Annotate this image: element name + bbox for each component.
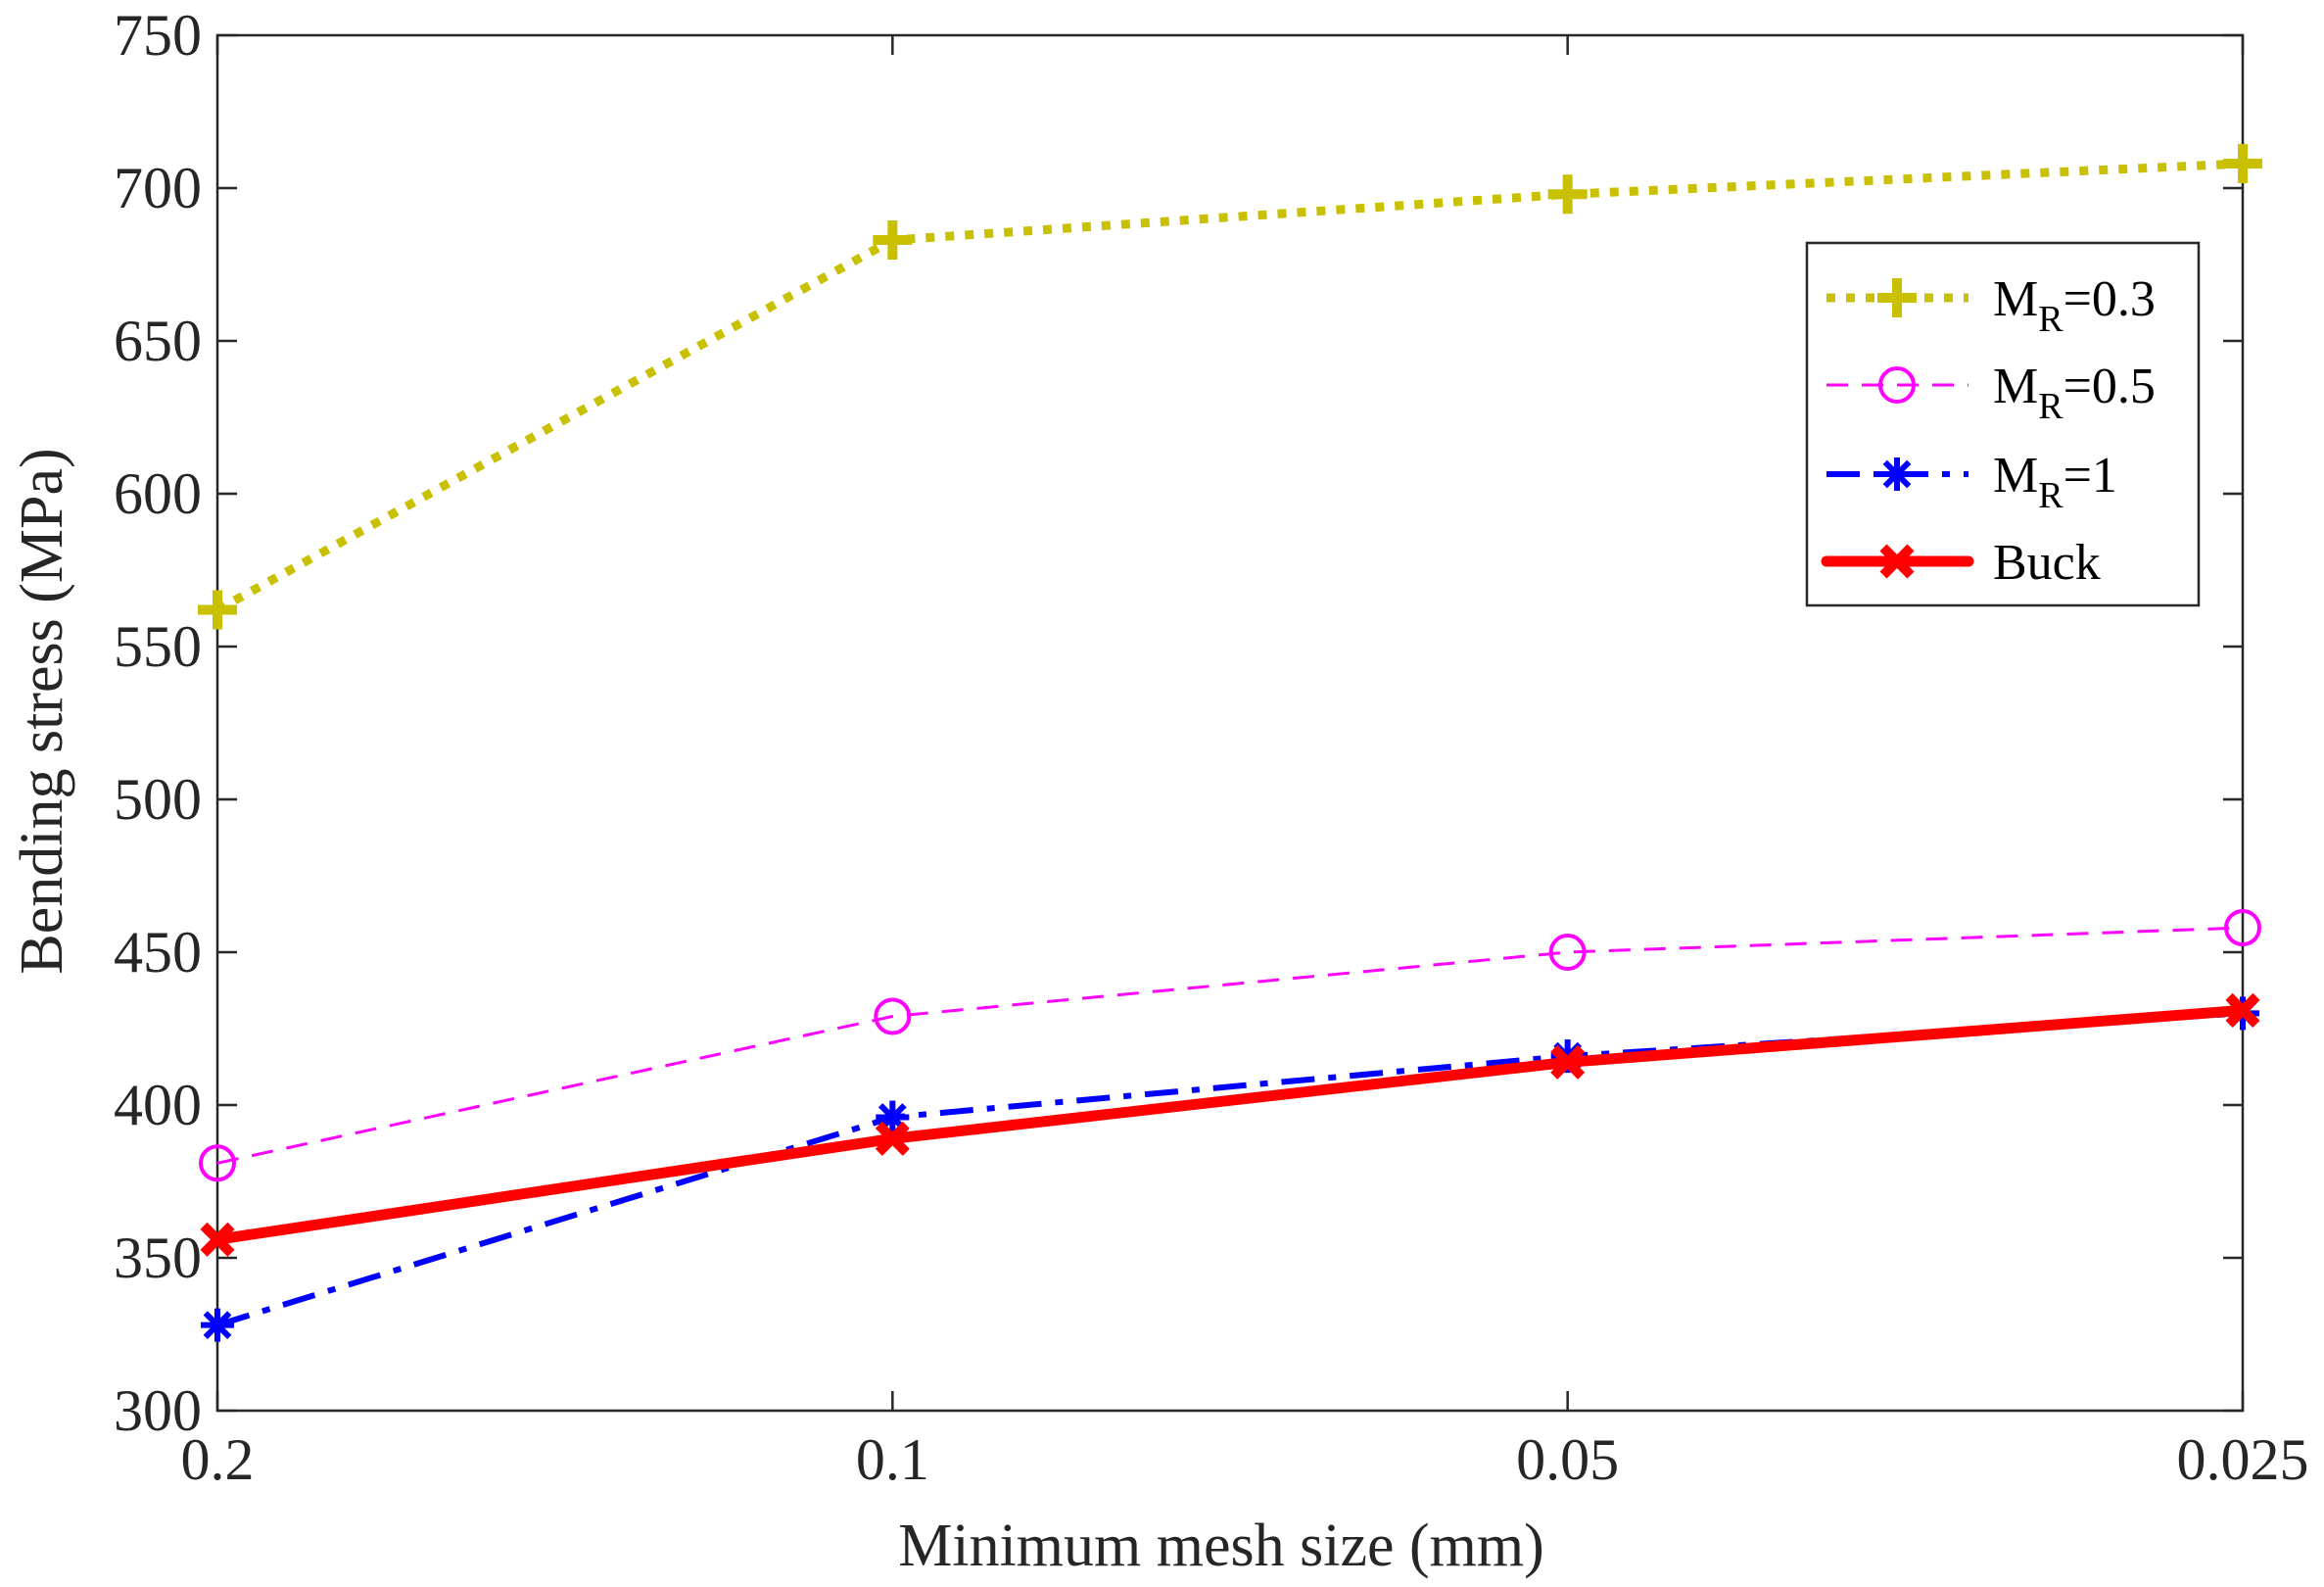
marker-stroke bbox=[874, 997, 912, 1035]
legend-label-main: Buck bbox=[1993, 535, 2101, 591]
y-tick-label: 750 bbox=[114, 3, 202, 68]
marker-stroke bbox=[1878, 366, 1916, 404]
data-point bbox=[2223, 144, 2262, 184]
x-tick-label: 0.05 bbox=[1516, 1427, 1619, 1492]
data-point bbox=[2224, 909, 2261, 947]
legend-marker bbox=[1877, 278, 1917, 317]
marker-stroke bbox=[1879, 544, 1915, 579]
data-point bbox=[1550, 1044, 1586, 1080]
data-point bbox=[1547, 174, 1588, 215]
x-tick-label: 0.2 bbox=[181, 1427, 255, 1492]
legend-label-main: M bbox=[1993, 271, 2038, 327]
marker-stroke bbox=[1882, 459, 1912, 489]
legend-marker bbox=[1880, 457, 1914, 491]
legend-item: MR=0.3 bbox=[1826, 271, 2156, 340]
legend-box bbox=[1805, 241, 2201, 607]
legend-label-sub: R bbox=[2038, 475, 2063, 516]
series-line bbox=[214, 159, 2244, 614]
y-axis-title: Bending stress (MPa) bbox=[9, 448, 75, 974]
data-point bbox=[200, 1222, 235, 1257]
data-point bbox=[874, 997, 912, 1035]
y-tick-label: 450 bbox=[114, 920, 202, 985]
plot-frame bbox=[215, 33, 2245, 1413]
y-tick-label: 500 bbox=[114, 767, 202, 832]
marker-stroke bbox=[1550, 1044, 1586, 1080]
y-tick-label: 700 bbox=[114, 156, 202, 220]
y-tick-label: 350 bbox=[114, 1226, 202, 1290]
data-point bbox=[2225, 992, 2260, 1028]
axis-labels: Minimum mesh size (mm) Bending stress (M… bbox=[9, 448, 1544, 1579]
x-tick-label: 0.1 bbox=[856, 1427, 929, 1492]
legend-label-rest: =0.3 bbox=[2063, 271, 2156, 327]
data-point bbox=[1548, 934, 1587, 971]
legend-label: Buck bbox=[1993, 535, 2101, 591]
marker-stroke bbox=[1548, 934, 1587, 971]
data-point bbox=[201, 1308, 234, 1342]
series-line bbox=[212, 1004, 2249, 1245]
data-point bbox=[875, 1121, 910, 1156]
legend-label: MR=0.3 bbox=[1993, 271, 2156, 340]
data-point bbox=[198, 590, 237, 630]
marker-stroke bbox=[875, 1121, 910, 1156]
data-point bbox=[199, 1144, 236, 1182]
legend-label: MR=1 bbox=[1993, 448, 2117, 516]
y-tick-label: 650 bbox=[114, 309, 202, 373]
series-buck bbox=[200, 992, 2260, 1257]
legend-label-rest: =0.5 bbox=[2063, 359, 2156, 414]
legend-label-sub: R bbox=[2038, 299, 2063, 340]
x-tick-label: 0.025 bbox=[2177, 1427, 2309, 1492]
y-tick-label: 300 bbox=[114, 1378, 202, 1443]
marker-stroke bbox=[203, 1311, 232, 1340]
marker-stroke bbox=[200, 1222, 235, 1257]
axes: 300 350 400 450 500 550 600 650 700 750 0.2 0.1 0.05… bbox=[114, 3, 2309, 1492]
legend-label-main: M bbox=[1993, 359, 2038, 414]
legend-marker bbox=[1879, 544, 1915, 579]
legend-label-sub: R bbox=[2038, 386, 2063, 427]
y-tick-label: 600 bbox=[114, 461, 202, 526]
legend-item: Buck bbox=[1821, 535, 2101, 591]
marker-stroke bbox=[2224, 909, 2261, 947]
series-m-r-0-3 bbox=[198, 144, 2262, 630]
series-line bbox=[216, 926, 2244, 1165]
legend-label-main: M bbox=[1993, 448, 2038, 504]
legend-marker bbox=[1878, 366, 1916, 404]
series-m-r-1 bbox=[201, 996, 2259, 1342]
marker-stroke bbox=[2225, 992, 2260, 1028]
x-axis-title: Minimum mesh size (mm) bbox=[898, 1513, 1544, 1579]
series-layer bbox=[198, 144, 2262, 1342]
y-tick-label: 400 bbox=[114, 1073, 202, 1137]
y-tick-label: 550 bbox=[114, 614, 202, 679]
legend-label: MR=0.5 bbox=[1993, 359, 2156, 427]
series-line bbox=[216, 1010, 2244, 1328]
legend-item: MR=0.5 bbox=[1826, 359, 2156, 427]
legend-item: MR=1 bbox=[1826, 448, 2117, 516]
marker-stroke bbox=[199, 1144, 236, 1182]
data-point bbox=[873, 220, 913, 261]
series-m-r-0-5 bbox=[199, 909, 2261, 1182]
legend-label-rest: =1 bbox=[2063, 448, 2117, 504]
